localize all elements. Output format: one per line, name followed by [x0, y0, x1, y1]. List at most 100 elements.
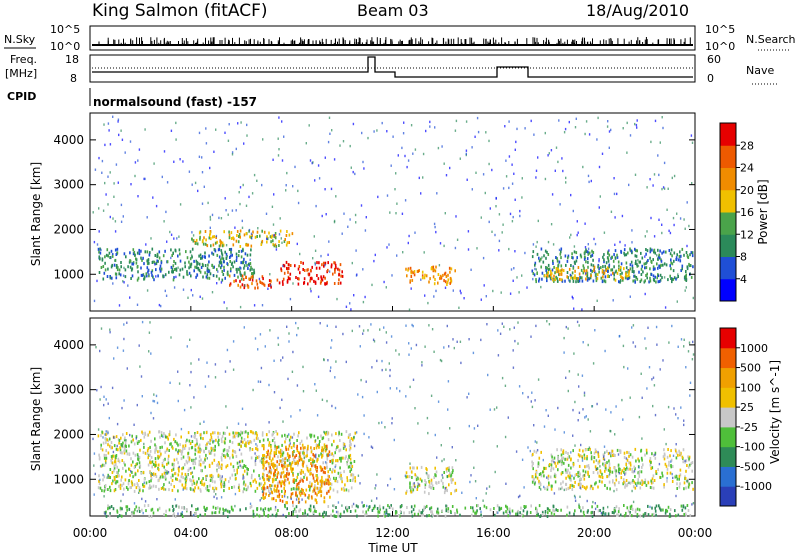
nsky-mark — [271, 41, 273, 45]
noise-cell — [408, 353, 410, 356]
range-cell — [137, 483, 139, 487]
range-cell — [411, 490, 414, 494]
noise-cell — [632, 341, 634, 344]
range-cell — [252, 431, 254, 435]
noise-cell — [488, 485, 491, 488]
range-cell — [335, 459, 337, 463]
range-cell — [347, 465, 350, 469]
nsky-mark — [489, 39, 491, 45]
range-cell — [577, 453, 580, 457]
nsky-mark — [263, 38, 265, 45]
noise-cell — [190, 370, 192, 374]
range-cell — [265, 455, 268, 459]
nsky-mark — [436, 40, 438, 45]
range-cell — [167, 454, 170, 458]
range-cell — [634, 262, 637, 265]
range-cell — [365, 512, 368, 516]
range-cell — [565, 487, 568, 491]
range-cell — [182, 444, 184, 448]
range-cell — [111, 253, 114, 257]
noise-cell — [207, 375, 210, 378]
noise-cell — [225, 405, 227, 408]
range-cell — [517, 509, 519, 513]
range-cell — [339, 456, 341, 460]
range-cell — [619, 451, 622, 454]
range-cell — [113, 263, 116, 267]
range-cell — [651, 248, 653, 252]
range-cell — [154, 448, 156, 452]
nsky-mark — [182, 42, 184, 45]
range-cell — [409, 279, 412, 283]
range-cell — [239, 235, 241, 239]
noise-cell — [301, 498, 303, 501]
noise-cell — [98, 156, 100, 160]
noise-cell — [98, 230, 100, 233]
range-cell — [261, 460, 263, 464]
range-cell — [219, 239, 221, 243]
range-cell — [634, 274, 636, 278]
noise-cell — [390, 335, 393, 338]
range-cell — [100, 443, 102, 447]
colorbar-swatch — [720, 167, 736, 191]
noise-cell — [104, 143, 106, 147]
range-cell — [582, 449, 584, 453]
range-cell — [270, 235, 273, 239]
range-cell — [124, 268, 127, 272]
noise-cell — [129, 433, 131, 437]
range-cell — [442, 481, 444, 485]
range-cell — [692, 487, 694, 491]
range-cell — [411, 470, 413, 474]
range-cell — [688, 482, 690, 486]
range-cell — [572, 462, 575, 466]
range-cell — [597, 455, 600, 459]
range-cell — [111, 276, 113, 280]
noise-cell — [672, 454, 675, 457]
range-cell — [199, 513, 202, 517]
noise-cell — [460, 361, 462, 365]
noise-cell — [220, 281, 223, 284]
noise-cell — [154, 263, 156, 266]
range-cell — [685, 273, 687, 277]
range-cell — [138, 510, 141, 513]
range-cell — [350, 464, 352, 468]
range-cell — [321, 479, 324, 483]
noise-cell — [500, 291, 502, 294]
noise-cell — [673, 174, 676, 178]
range-cell — [223, 230, 225, 234]
range-cell — [141, 430, 143, 434]
date-title: 18/Aug/2010 — [586, 1, 689, 20]
range-cell — [262, 491, 265, 495]
range-cell — [470, 506, 472, 510]
noise-cell — [581, 459, 584, 462]
range-cell — [298, 481, 300, 485]
nsky-mark — [461, 42, 463, 45]
range-cell — [539, 472, 542, 476]
range-cell — [253, 469, 255, 473]
range-cell — [654, 506, 656, 510]
range-cell — [573, 476, 575, 480]
range-cell — [151, 465, 153, 469]
range-cell — [130, 440, 133, 444]
range-cell — [98, 453, 100, 457]
range-cell — [399, 514, 401, 518]
range-cell — [612, 479, 614, 483]
noise-cell — [259, 333, 262, 336]
range-cell — [309, 481, 311, 485]
range-cell — [553, 513, 556, 517]
range-cell — [440, 276, 443, 280]
range-cell — [245, 444, 247, 448]
range-cell — [220, 482, 222, 486]
range-cell — [216, 253, 219, 257]
range-cell — [607, 452, 610, 456]
noise-cell — [345, 305, 348, 308]
range-cell — [575, 280, 577, 284]
range-cell — [576, 277, 578, 281]
range-cell — [581, 484, 584, 488]
noise-cell — [588, 133, 591, 136]
range-cell — [658, 253, 660, 257]
range-cell — [309, 509, 312, 513]
range-cell — [323, 264, 325, 268]
nsky-mark — [153, 39, 155, 45]
range-cell — [142, 483, 144, 487]
